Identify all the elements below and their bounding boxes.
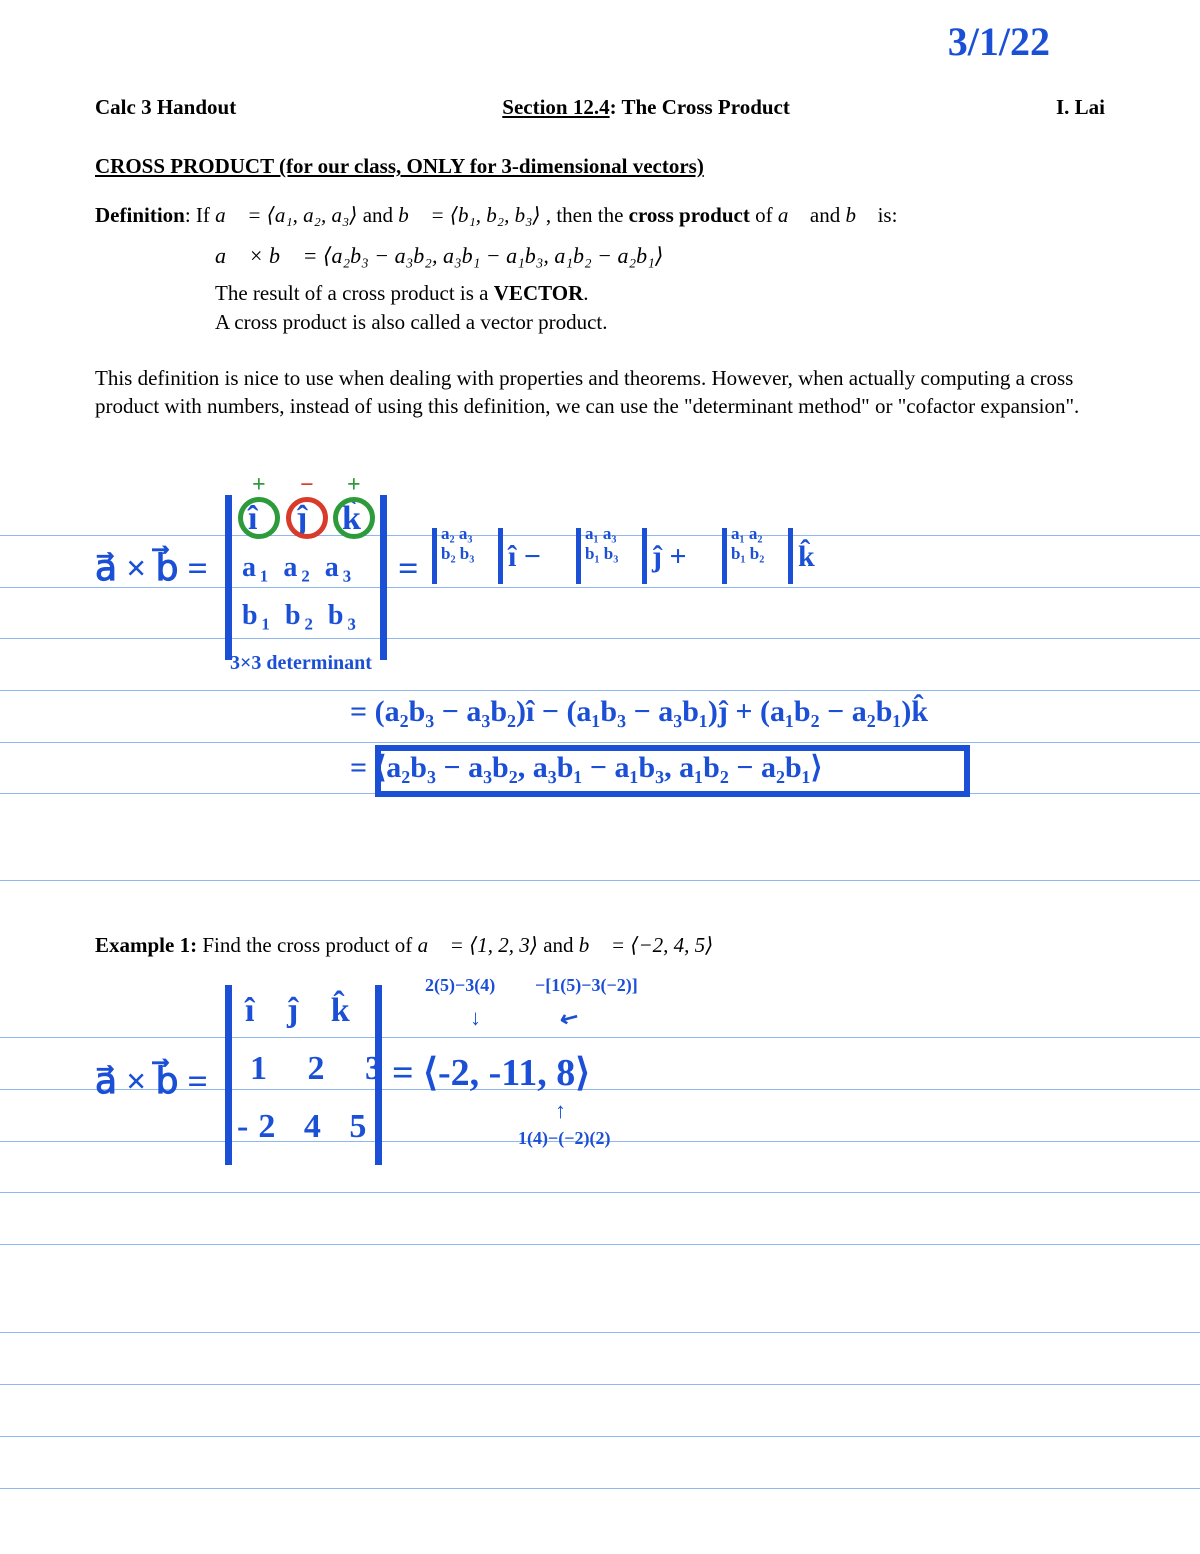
definition-line: Definition: If a⃗ = ⟨a₁, a₂, a₃⟩ and b⃗ … — [95, 201, 1095, 229]
hw-ex1-ann3: 1(4)−(−2)(2) — [518, 1128, 610, 1149]
hw-expanded-line: = (a₂b₃ − a₃b₂)î − (a₁b₃ − a₃b₁)ĵ + (a₁b… — [350, 695, 928, 729]
rule-line — [0, 742, 1200, 743]
rule-line — [0, 880, 1200, 881]
vector-note: The result of a cross product is a VECTO… — [215, 279, 1105, 336]
header-row: Calc 3 Handout Section 12.4: The Cross P… — [95, 95, 1105, 120]
explanation-paragraph: This definition is nice to use when deal… — [95, 364, 1105, 421]
cross-product-term: cross product — [629, 203, 750, 227]
ex1-vec-a: a⃗ = ⟨1, 2, 3⟩ — [418, 933, 538, 957]
ex1-vec-b: b⃗ = ⟨−2, 4, 5⟩ — [579, 933, 714, 957]
hw-det-label: 3×3 determinant — [230, 652, 372, 675]
answer-box-icon — [375, 745, 970, 797]
plus-sign-i: + — [252, 472, 266, 499]
rule-line — [0, 1244, 1200, 1245]
small-bar — [432, 528, 437, 584]
hw-lhs-1: a⃗ × b⃗ = — [95, 547, 208, 589]
hw-a-row: a₁ a₂ a₃ — [242, 552, 355, 584]
cross-product-heading: CROSS PRODUCT (for our class, ONLY for 3… — [95, 154, 1105, 179]
hw-cofactor-j: a₁ a₃b₁ b₃ — [585, 524, 618, 565]
handwritten-date: 3/1/22 — [948, 18, 1050, 65]
vec-b-def: b⃗ = ⟨b₁, b₂, b₃⟩ — [398, 203, 540, 227]
arrow-down-icon: ↓ — [470, 1005, 481, 1031]
arrow-down-icon: ↙ — [555, 1002, 584, 1034]
rule-line — [0, 1037, 1200, 1038]
hw-ex1-ann1: 2(5)−3(4) — [425, 975, 495, 996]
arrow-up-icon: ↑ — [555, 1098, 566, 1124]
page: 3/1/22 Calc 3 Handout Section 12.4: The … — [0, 0, 1200, 1554]
example-1-heading: Example 1: Find the cross product of a⃗ … — [95, 933, 713, 958]
rule-line — [0, 1192, 1200, 1193]
plus-sign-k: + — [347, 472, 361, 499]
small-bar — [788, 528, 793, 584]
minus-sign-j: − — [300, 472, 314, 499]
green-circle-k-icon — [333, 497, 375, 539]
green-circle-i-icon — [238, 497, 280, 539]
definition-label: Definition — [95, 203, 185, 227]
ex1-det-bar-left — [225, 985, 232, 1165]
hw-ex1-row1: î ĵ k̂ — [245, 992, 362, 1030]
example-1-label: Example 1: — [95, 933, 197, 957]
cross-product-formula: a⃗ × b⃗ = ⟨a₂b₃ − a₃b₂, a₃b₁ − a₁b₃, a₁b… — [215, 243, 1105, 269]
rule-line — [0, 1488, 1200, 1489]
rule-line — [0, 638, 1200, 639]
rule-line — [0, 690, 1200, 691]
vec-a-def: a⃗ = ⟨a₁, a₂, a₃⟩ — [215, 203, 357, 227]
section-title: Section 12.4: The Cross Product — [502, 95, 790, 120]
section-name: : The Cross Product — [610, 95, 790, 119]
small-bar — [642, 528, 647, 584]
hw-ex1-row3: -2 4 5 — [237, 1108, 376, 1146]
hw-i-unit: î − — [508, 540, 541, 574]
hw-ex1-result: = ⟨-2, -11, 8⟩ — [392, 1050, 590, 1095]
hw-ex1-lhs: a⃗ × b⃗ = — [95, 1060, 208, 1102]
rule-line — [0, 1436, 1200, 1437]
det-bar-right — [380, 495, 387, 660]
hw-ex1-row2: 1 2 3 — [250, 1050, 398, 1088]
hw-cofactor-k: a₁ a₂b₁ b₂ — [731, 524, 764, 565]
small-bar — [722, 528, 727, 584]
rule-line — [0, 1384, 1200, 1385]
small-bar — [576, 528, 581, 584]
rule-line — [0, 1332, 1200, 1333]
hw-equals-1: = — [398, 547, 419, 589]
hw-j-unit: ĵ + — [652, 540, 687, 574]
det-bar-left — [225, 495, 232, 660]
author: I. Lai — [1056, 95, 1105, 120]
hw-cofactor-i: a₂ a₃b₂ b₃ — [441, 524, 474, 565]
hw-k-unit: k̂ — [798, 540, 815, 574]
course-title: Calc 3 Handout — [95, 95, 236, 120]
red-circle-j-icon — [286, 497, 328, 539]
section-number: Section 12.4 — [502, 95, 609, 119]
hw-ex1-ann2: −[1(5)−3(−2)] — [535, 975, 638, 996]
small-bar — [498, 528, 503, 584]
hw-b-row: b₁ b₂ b₃ — [242, 600, 360, 632]
